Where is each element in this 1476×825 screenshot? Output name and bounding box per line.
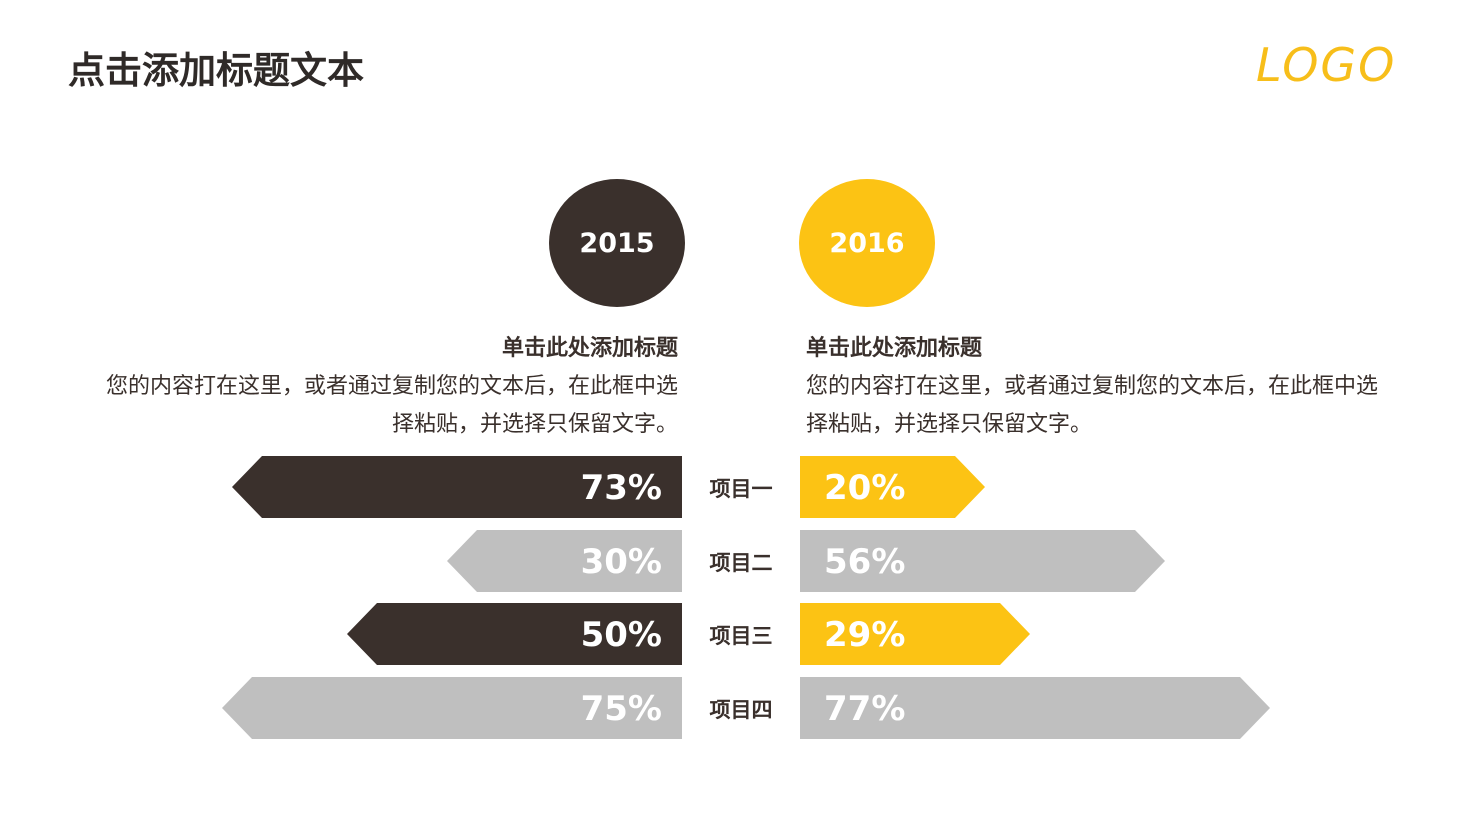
bar-label-2016-2: 56% [824, 542, 905, 582]
bar-label-2016-4: 77% [824, 689, 905, 729]
bar-2016-2 [800, 530, 1165, 592]
bar-label-2016-3: 29% [824, 615, 905, 655]
bar-2016-1 [800, 456, 985, 518]
bar-label-2015-3: 50% [581, 615, 662, 655]
block-body: 您的内容打在这里，或者通过复制您的文本后，在此框中选择粘贴，并选择只保留文字。 [105, 374, 678, 437]
bar-label-2015-1: 73% [581, 468, 662, 508]
text-block-2015: 单击此处添加标题 您的内容打在这里，或者通过复制您的文本后，在此框中选择粘贴，并… [78, 330, 678, 444]
page-title: 点击添加标题文本 [68, 49, 364, 92]
block-heading: 单击此处添加标题 [501, 336, 678, 361]
bar-2015-4 [222, 677, 682, 739]
block-body: 您的内容打在这里，或者通过复制您的文本后，在此框中选择粘贴，并选择只保留文字。 [806, 374, 1379, 437]
bar-2016-3 [800, 603, 1030, 665]
bar-2015-1 [232, 456, 682, 518]
bar-label-2016-1: 20% [824, 468, 905, 508]
bar-2015-3 [347, 603, 682, 665]
block-heading: 单击此处添加标题 [806, 336, 983, 361]
category-label: 项目四 [710, 698, 773, 722]
bar-2015-2 [447, 530, 682, 592]
bar-2016-4 [800, 677, 1270, 739]
year-2015-circle: 2015 [549, 179, 685, 307]
logo: LOGO [1256, 38, 1397, 92]
category-label: 项目一 [710, 477, 773, 501]
category-label: 项目三 [710, 624, 773, 648]
text-block-2016: 单击此处添加标题 您的内容打在这里，或者通过复制您的文本后，在此框中选择粘贴，并… [806, 330, 1386, 444]
bar-label-2015-2: 30% [581, 542, 662, 582]
bar-label-2015-4: 75% [581, 689, 662, 729]
year-2016-circle: 2016 [799, 179, 935, 307]
category-label: 项目二 [710, 551, 773, 575]
